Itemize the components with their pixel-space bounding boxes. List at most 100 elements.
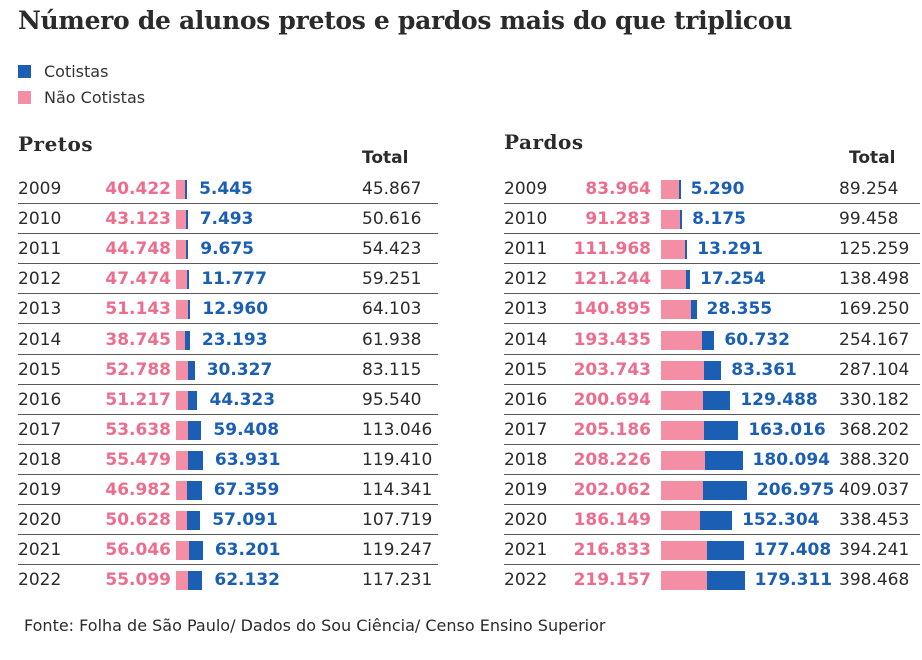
bar-nao-cotistas bbox=[661, 511, 701, 531]
year-label: 2016 bbox=[18, 389, 62, 410]
total-value: 119.247 bbox=[362, 540, 433, 561]
table-row: 2022 219.157 179.311 398.468 bbox=[504, 565, 920, 595]
nao-cotistas-value: 83.964 bbox=[585, 179, 651, 199]
total-value: 368.202 bbox=[839, 419, 910, 440]
year-label: 2021 bbox=[504, 540, 548, 561]
cotistas-value: 57.091 bbox=[212, 510, 278, 531]
bar-nao-cotistas bbox=[661, 180, 679, 199]
bar-cotistas bbox=[186, 270, 190, 290]
bar-cotistas bbox=[187, 511, 201, 531]
bar-cotistas bbox=[187, 390, 198, 410]
table-row: 2012 121.244 17.254 138.498 bbox=[504, 264, 920, 295]
bar-nao-cotistas bbox=[176, 420, 189, 440]
legend-item-cotistas: Cotistas bbox=[18, 60, 108, 82]
total-value: 394.241 bbox=[839, 540, 910, 561]
legend-swatch-cotistas bbox=[18, 64, 31, 78]
legend-swatch-nao-cotistas bbox=[18, 90, 31, 104]
bar-cotistas bbox=[185, 210, 188, 230]
bar-nao-cotistas bbox=[661, 541, 707, 561]
total-value: 89.254 bbox=[839, 179, 899, 199]
bar-nao-cotistas bbox=[176, 240, 187, 260]
chart-title: Número de alunos pretos e pardos mais do… bbox=[18, 6, 793, 35]
bar-cotistas bbox=[186, 240, 189, 260]
table-row: 2020 50.628 57.091 107.719 bbox=[18, 505, 438, 536]
total-value: 338.453 bbox=[839, 510, 910, 531]
total-value: 287.104 bbox=[839, 359, 910, 380]
total-value: 59.251 bbox=[362, 269, 422, 290]
bar-nao-cotistas bbox=[661, 450, 705, 470]
nao-cotistas-value: 38.745 bbox=[105, 329, 171, 350]
cotistas-value: 63.931 bbox=[214, 449, 281, 470]
total-value: 61.938 bbox=[362, 329, 422, 350]
nao-cotistas-value: 55.099 bbox=[105, 570, 171, 591]
cotistas-value: 179.311 bbox=[754, 570, 833, 591]
bar-nao-cotistas bbox=[176, 390, 188, 410]
bar-nao-cotistas bbox=[661, 330, 702, 350]
source-note: Fonte: Folha de São Paulo/ Dados do Sou … bbox=[24, 616, 606, 635]
nao-cotistas-value: 208.226 bbox=[573, 449, 651, 470]
bar-nao-cotistas bbox=[661, 300, 691, 320]
year-label: 2021 bbox=[18, 540, 62, 561]
bar-cotistas bbox=[700, 511, 733, 531]
bar-nao-cotistas bbox=[176, 180, 186, 199]
total-value: 388.320 bbox=[839, 449, 910, 470]
year-label: 2012 bbox=[504, 269, 548, 290]
table-row: 2011 44.748 9.675 54.423 bbox=[18, 234, 438, 265]
bar-nao-cotistas bbox=[661, 390, 704, 410]
nao-cotistas-value: 111.968 bbox=[573, 239, 651, 260]
cotistas-value: 83.361 bbox=[731, 359, 797, 380]
nao-cotistas-value: 202.062 bbox=[573, 480, 651, 500]
cotistas-value: 60.732 bbox=[724, 329, 790, 350]
cotistas-value: 180.094 bbox=[752, 449, 830, 470]
nao-cotistas-value: 205.186 bbox=[573, 419, 651, 440]
table-row: 2019 46.982 67.359 114.341 bbox=[18, 475, 438, 505]
nao-cotistas-value: 53.638 bbox=[105, 419, 171, 440]
legend-label-nao-cotistas: Não Cotistas bbox=[44, 87, 146, 107]
bar-nao-cotistas bbox=[661, 360, 704, 380]
total-value: 398.468 bbox=[839, 570, 910, 591]
table-row: 2021 56.046 63.201 119.247 bbox=[18, 535, 438, 566]
bar-cotistas bbox=[184, 330, 190, 350]
total-value: 107.719 bbox=[362, 510, 433, 531]
year-label: 2009 bbox=[18, 179, 62, 199]
table-row: 2012 47.474 11.777 59.251 bbox=[18, 264, 438, 295]
cotistas-value: 11.777 bbox=[201, 269, 267, 290]
cotistas-value: 28.355 bbox=[706, 299, 773, 320]
nao-cotistas-value: 140.895 bbox=[573, 299, 651, 320]
year-label: 2012 bbox=[18, 269, 62, 290]
nao-cotistas-value: 121.244 bbox=[573, 269, 651, 290]
bar-cotistas bbox=[188, 541, 203, 561]
year-label: 2014 bbox=[504, 329, 548, 350]
total-value: 83.115 bbox=[362, 359, 422, 380]
year-label: 2018 bbox=[504, 449, 548, 470]
bar-cotistas bbox=[706, 541, 744, 561]
nao-cotistas-value: 56.046 bbox=[105, 540, 171, 561]
bar-cotistas bbox=[187, 360, 195, 380]
table-row: 2009 40.422 5.445 45.867 bbox=[18, 174, 438, 204]
bar-cotistas bbox=[188, 571, 203, 591]
total-value: 95.540 bbox=[362, 389, 422, 410]
bar-cotistas bbox=[707, 571, 745, 591]
total-value: 169.250 bbox=[839, 299, 910, 320]
total-header-pardos: Total bbox=[849, 148, 896, 168]
year-label: 2013 bbox=[18, 299, 62, 320]
cotistas-value: 13.291 bbox=[697, 239, 763, 260]
total-value: 117.231 bbox=[362, 570, 433, 591]
total-value: 54.423 bbox=[362, 239, 422, 260]
table-row: 2013 51.143 12.960 64.103 bbox=[18, 294, 438, 325]
bar-cotistas bbox=[704, 450, 743, 470]
bar-cotistas bbox=[678, 180, 681, 199]
nao-cotistas-value: 51.143 bbox=[105, 299, 171, 320]
table-row: 2018 55.479 63.931 119.410 bbox=[18, 445, 438, 475]
cotistas-value: 5.445 bbox=[199, 179, 253, 199]
cotistas-value: 63.201 bbox=[214, 540, 281, 561]
bar-nao-cotistas bbox=[176, 300, 188, 320]
legend-item-nao-cotistas: Não Cotistas bbox=[18, 86, 145, 108]
table-row: 2011 111.968 13.291 125.259 bbox=[504, 234, 920, 265]
year-label: 2013 bbox=[504, 299, 548, 320]
nao-cotistas-value: 47.474 bbox=[105, 269, 171, 290]
cotistas-value: 163.016 bbox=[748, 419, 826, 440]
total-value: 50.616 bbox=[362, 209, 422, 230]
year-label: 2022 bbox=[18, 570, 62, 591]
bar-cotistas bbox=[185, 180, 188, 199]
